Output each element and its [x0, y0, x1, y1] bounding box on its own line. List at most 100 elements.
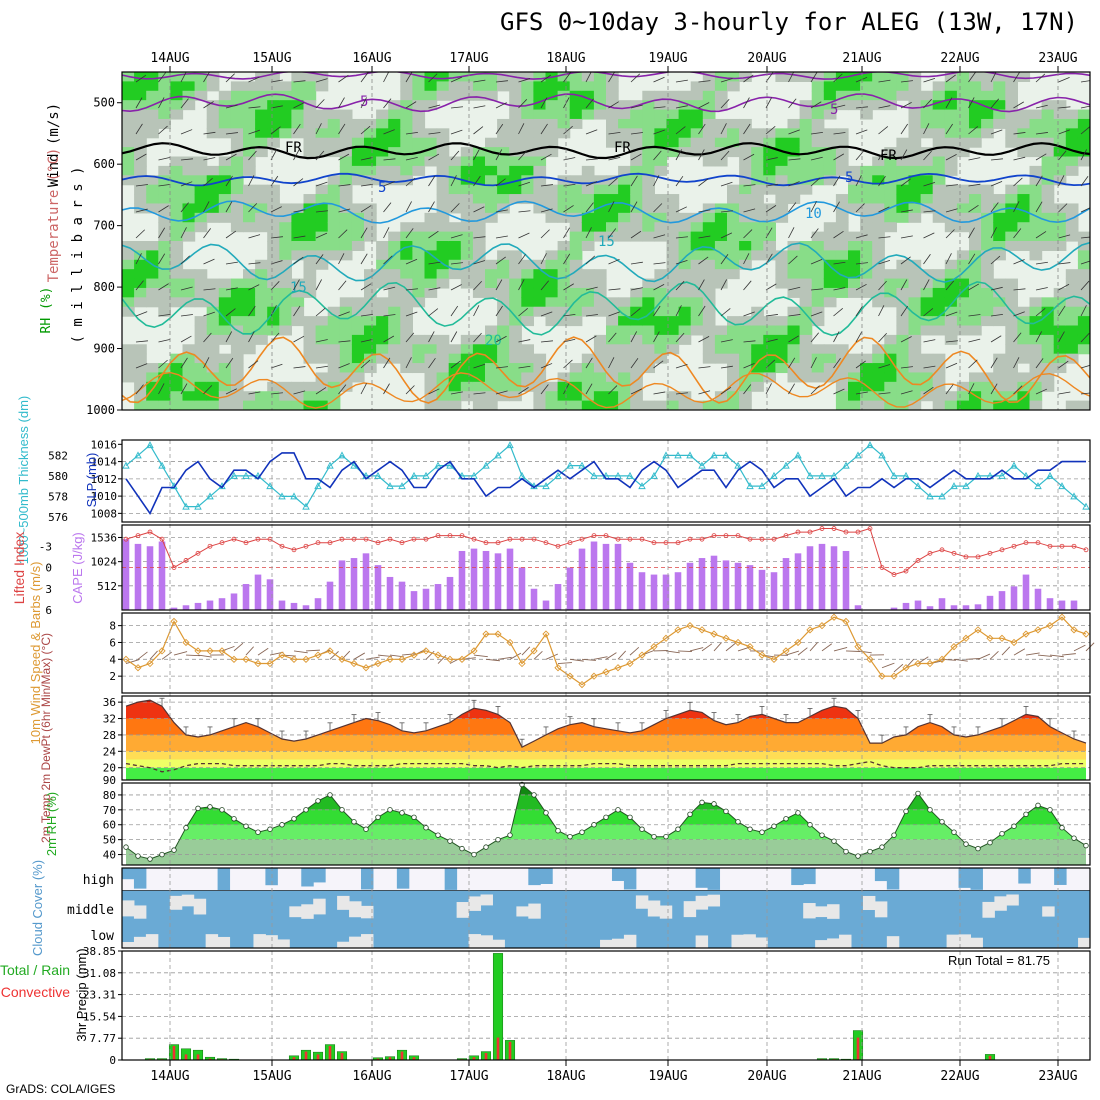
cloud-high-cell: [540, 868, 552, 884]
cape-bar: [363, 553, 370, 610]
rh-cell: [739, 203, 752, 213]
rh-cell: [437, 166, 450, 176]
rh-cell: [437, 91, 450, 101]
rh-cell: [618, 128, 631, 138]
rh2m-point: [652, 834, 657, 839]
rh-cell: [945, 401, 958, 411]
rh-cell: [1042, 203, 1055, 213]
rh-cell: [388, 119, 401, 129]
rh-cell: [316, 316, 329, 326]
rh-cell: [425, 241, 438, 251]
rh-cell: [570, 279, 583, 289]
rh-cell: [437, 250, 450, 260]
contour-label: 5: [845, 170, 853, 186]
rh-cell: [255, 110, 268, 120]
rh-cell: [521, 185, 534, 195]
rh-cell: [981, 110, 994, 120]
cloud-middle-cell: [457, 902, 469, 918]
rh-cell: [824, 279, 837, 289]
rh-cell: [509, 297, 522, 307]
rh-cell: [909, 279, 922, 289]
cloud-middle-cell: [313, 899, 325, 915]
rh-cell: [739, 194, 752, 204]
rh-cell: [1030, 185, 1043, 195]
rh-cell: [291, 128, 304, 138]
rh2m-point: [532, 793, 537, 798]
rh-cell: [642, 91, 655, 101]
rh-cell: [243, 401, 256, 411]
cape-bar: [219, 598, 226, 610]
rh-cell: [618, 297, 631, 307]
rh-cell: [146, 391, 159, 401]
date-label-top: 23AUG: [1038, 51, 1077, 66]
rh-cell: [1017, 119, 1030, 129]
rh-cell: [425, 344, 438, 354]
cape-bar: [903, 603, 910, 610]
rh-cell: [1054, 203, 1067, 213]
rh-cell: [715, 91, 728, 101]
rh-cell: [267, 128, 280, 138]
rh-cell: [679, 222, 692, 232]
cloud-middle-cell: [289, 906, 301, 917]
rh-cell: [134, 157, 147, 167]
cape-bar: [1035, 589, 1042, 610]
rh-cell: [654, 100, 667, 110]
rh2m-point: [556, 828, 561, 833]
rh-cell: [570, 372, 583, 382]
rh-cell: [751, 222, 764, 232]
rh-cell: [848, 260, 861, 270]
rh-cell: [473, 401, 486, 411]
precip-convective-bar: [317, 1054, 320, 1060]
rh-cell: [703, 119, 716, 129]
rh-cell: [1066, 110, 1079, 120]
rh-cell: [570, 110, 583, 120]
rh-cell: [497, 147, 510, 157]
cloud-high-cell: [612, 868, 624, 881]
rh2m-point: [844, 849, 849, 854]
rh-cell: [667, 203, 680, 213]
rh2m-point: [196, 806, 201, 811]
rh-cell: [521, 157, 534, 167]
cloud-high-cell: [887, 868, 899, 890]
rh-cell: [981, 81, 994, 91]
rh-cell: [715, 279, 728, 289]
rh-cell: [231, 157, 244, 167]
rh-cell: [328, 326, 341, 336]
cloud-axis-label: Cloud Cover (%): [30, 860, 45, 956]
rh-cell: [219, 279, 232, 289]
rh-cell: [1005, 241, 1018, 251]
rh-cell: [800, 279, 813, 289]
rh-cell: [788, 269, 801, 279]
cloud-middle-cell: [982, 902, 994, 918]
rh-cell: [195, 344, 208, 354]
rh-cell: [425, 222, 438, 232]
rh-cell: [775, 185, 788, 195]
rh-cell: [388, 241, 401, 251]
rh-cell: [812, 110, 825, 120]
rh-cell: [909, 288, 922, 298]
rh-cell: [703, 81, 716, 91]
rh-cell: [195, 222, 208, 232]
rh-cell: [691, 147, 704, 157]
rh-cell: [775, 326, 788, 336]
rh-cell: [509, 326, 522, 336]
rh-cell: [848, 354, 861, 364]
rh2m-point: [772, 824, 777, 829]
rh-cell: [1005, 279, 1018, 289]
rh-cell: [146, 72, 159, 82]
rh-cell: [727, 241, 740, 251]
rh-cell: [388, 157, 401, 167]
precip-panel-bg: [122, 951, 1090, 1060]
rh2m-point: [916, 791, 921, 796]
rh-cell: [158, 269, 171, 279]
rh-cell: [848, 391, 861, 401]
rh-cell: [715, 269, 728, 279]
rh-cell: [195, 157, 208, 167]
cape-bar: [423, 589, 430, 610]
cloud-middle-cell: [708, 895, 720, 907]
rh-cell: [437, 363, 450, 373]
cloud-low-cell: [361, 934, 373, 948]
rh-cell: [909, 81, 922, 91]
rh-cell: [533, 166, 546, 176]
cape-bar: [123, 539, 130, 610]
